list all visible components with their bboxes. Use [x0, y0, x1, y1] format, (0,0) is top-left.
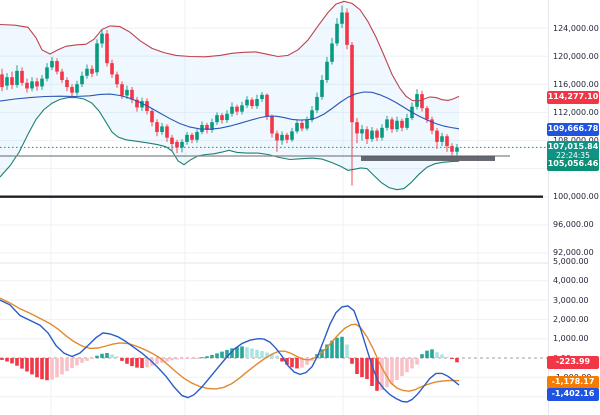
price-tick-label: 2,000.00 [553, 314, 589, 324]
macd-signal-line-path [0, 297, 460, 392]
price-tick-label: 5,000.00 [553, 257, 589, 266]
macd-signal-badge: -1,178.17 [547, 375, 599, 389]
price-tick-label: 1,000.00 [553, 334, 589, 344]
macd-histogram [0, 336, 459, 391]
bb-lower-price-badge: 105,056.46 [547, 157, 599, 171]
price-tick-label: 100,000.00 [553, 192, 599, 202]
price-tick-label: 120,000.00 [553, 51, 599, 61]
last-price-badge: 107,015.84 22:24:35 [547, 140, 599, 162]
price-tick-label: 124,000.00 [553, 23, 599, 33]
macd-line-badge: -1,402.16 [547, 387, 599, 401]
bb-upper-price-badge: 114,277.10 [547, 90, 599, 104]
bar-countdown: 22:24:35 [556, 150, 590, 160]
price-tick-label: 108,000.00 [553, 136, 599, 145]
price-tick-label: 116,000.00 [553, 79, 599, 89]
bollinger-lower-line [0, 97, 460, 191]
price-tick-label: 112,000.00 [553, 107, 599, 117]
price-axis[interactable]: 114,277.10 109,666.78 107,015.84 22:24:3… [547, 0, 600, 415]
price-tick-label: 96,000.00 [553, 220, 594, 230]
bollinger-middle-line [0, 91, 460, 130]
price-tick-label: 92,000.00 [553, 248, 594, 258]
price-tick-label: 3,000.00 [553, 295, 589, 305]
price-tick-label: 4,000.00 [553, 276, 589, 286]
macd-line-path [0, 299, 460, 403]
support-zone-bar [361, 155, 495, 161]
bollinger-fill [0, 1, 459, 190]
bb-middle-price-badge: 109,666.78 [547, 123, 599, 137]
bollinger-upper-line [0, 0, 460, 102]
last-price-value: 107,015.84 [547, 141, 599, 151]
macd-histogram-badge: -223.99 [547, 355, 599, 369]
